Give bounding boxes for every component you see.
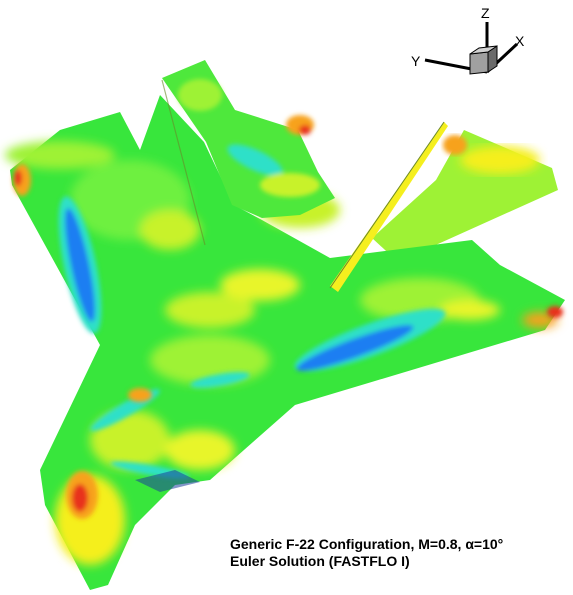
right-tail-edge	[329, 121, 448, 292]
left-vertical-tail	[161, 60, 335, 246]
axis-triad: Z Y X	[411, 5, 525, 75]
figure-caption: Generic F-22 Configuration, M=0.8, α=10°…	[230, 536, 570, 570]
triad-cube	[469, 45, 498, 75]
aircraft-body	[5, 95, 565, 590]
axis-label-x: X	[515, 33, 525, 49]
right-vertical-tail	[372, 130, 558, 262]
axis-label-z: Z	[481, 5, 490, 21]
caption-subtitle: Euler Solution (FASTFLO I)	[230, 553, 410, 569]
caption-title: Generic F-22 Configuration, M=0.8, α=10°	[230, 536, 504, 552]
axis-label-y: Y	[411, 53, 421, 69]
